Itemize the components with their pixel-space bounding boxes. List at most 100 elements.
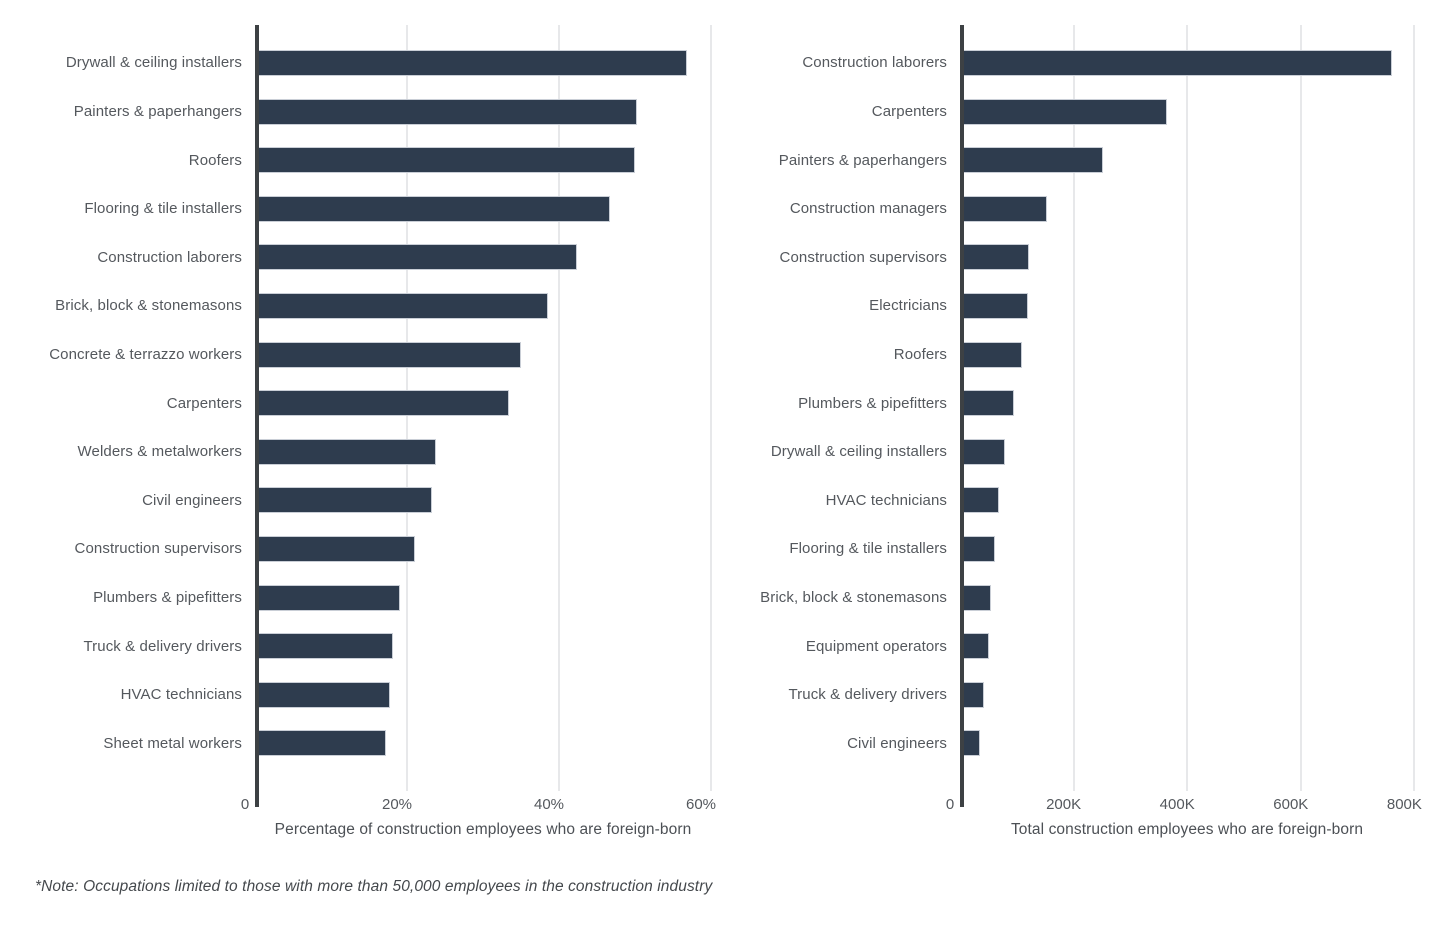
total-chart: Construction laborers Carpenters Painters …	[745, 25, 1426, 839]
bar-row	[255, 184, 721, 233]
bar	[960, 195, 1047, 222]
bar-row	[960, 670, 1426, 719]
footnote: *Note: Occupations limited to those with…	[35, 878, 713, 895]
bar-row	[255, 282, 721, 331]
bar	[960, 438, 1005, 465]
bar	[960, 487, 999, 514]
category-label: Painters & paperhangers	[73, 103, 242, 121]
bar-row	[960, 427, 1426, 476]
category-label: Plumbers & pipefitters	[93, 589, 242, 607]
category-label: Flooring & tile installers	[789, 540, 947, 558]
bar	[255, 487, 433, 514]
bar	[960, 681, 985, 708]
bar	[255, 195, 610, 222]
gridline	[1299, 25, 1302, 791]
bar	[255, 292, 548, 319]
total-chart-x-axis-title: Total construction employees who are for…	[1010, 821, 1364, 838]
bar-row	[255, 573, 721, 622]
bar	[255, 584, 401, 611]
bar	[255, 98, 637, 125]
x-tick-label: 0	[945, 796, 955, 813]
total-chart-plot-area	[960, 25, 1426, 807]
bar-row	[255, 476, 721, 525]
bar-row	[255, 39, 721, 88]
bar	[960, 584, 991, 611]
charts-row: Drywall & ceiling installers Painters & p…	[35, 25, 1426, 839]
x-tick-label: 200K	[1046, 796, 1082, 813]
category-label: Drywall & ceiling installers	[65, 54, 242, 72]
bar-row	[255, 670, 721, 719]
category-label: Plumbers & pipefitters	[798, 394, 947, 412]
gridline	[710, 25, 712, 791]
gridline	[1186, 25, 1189, 791]
category-label: Brick, block & stonemasons	[55, 297, 242, 315]
bar-row	[960, 184, 1426, 233]
bar-row	[255, 87, 721, 136]
bar-row	[960, 476, 1426, 525]
bar	[255, 390, 509, 417]
bar	[960, 341, 1022, 368]
bar	[255, 535, 415, 562]
gridline	[1072, 25, 1075, 791]
x-tick-label: 20%	[381, 796, 413, 813]
bar	[255, 633, 394, 660]
bar-row	[255, 330, 721, 379]
bar-row	[960, 87, 1426, 136]
percentage-chart-x-axis-title: Percentage of construction employees who…	[274, 821, 692, 838]
gridline	[1413, 25, 1416, 791]
x-tick-label: 800K	[1386, 796, 1422, 813]
category-label: Electricians	[869, 297, 947, 315]
category-label: Equipment operators	[805, 637, 947, 655]
category-label: Roofers	[188, 151, 242, 169]
bar	[255, 730, 387, 757]
gridline	[558, 25, 560, 791]
category-label: Construction laborers	[97, 248, 242, 266]
bar-row	[960, 282, 1426, 331]
x-tick-label: 0	[240, 796, 250, 813]
x-tick-label: 600K	[1273, 796, 1309, 813]
category-label: Construction managers	[789, 200, 947, 218]
total-chart-category-labels: Construction laborers Carpenters Painters …	[745, 25, 960, 791]
bar-row	[960, 622, 1426, 671]
category-label: Drywall & ceiling installers	[770, 443, 947, 461]
category-label: Sheet metal workers	[103, 734, 242, 752]
category-label: Concrete & terrazzo workers	[49, 346, 242, 364]
bar-row	[255, 379, 721, 428]
bar-row	[255, 622, 721, 671]
bar	[255, 147, 635, 174]
y-axis-line	[960, 25, 964, 807]
category-label: Carpenters	[871, 103, 947, 121]
bar	[960, 147, 1104, 174]
bar-row	[255, 233, 721, 282]
category-label: Civil engineers	[847, 734, 947, 752]
x-tick-label: 60%	[685, 796, 717, 813]
bar	[960, 633, 989, 660]
category-label: Roofers	[893, 346, 947, 364]
category-label: Construction supervisors	[779, 248, 947, 266]
bar-row	[960, 525, 1426, 574]
bar-row	[960, 573, 1426, 622]
category-label: Construction laborers	[802, 54, 947, 72]
bar-row	[960, 719, 1426, 768]
category-label: Flooring & tile installers	[84, 200, 242, 218]
bar-row	[255, 719, 721, 768]
x-tick-label: 40%	[533, 796, 565, 813]
bar	[255, 244, 578, 271]
bar	[960, 292, 1028, 319]
bar-row	[960, 330, 1426, 379]
bar	[960, 98, 1168, 125]
category-label: Brick, block & stonemasons	[760, 589, 947, 607]
x-tick-label: 400K	[1159, 796, 1195, 813]
bar	[960, 730, 980, 757]
bar-row	[960, 39, 1426, 88]
category-label: HVAC technicians	[120, 686, 242, 704]
percentage-chart-x-axis: 0 20% 40% 60%	[241, 791, 721, 818]
bar	[960, 390, 1014, 417]
bar	[255, 438, 436, 465]
bar	[255, 341, 521, 368]
bar-row	[255, 525, 721, 574]
category-label: Welders & metalworkers	[77, 443, 242, 461]
bar	[960, 244, 1030, 271]
bar-row	[960, 233, 1426, 282]
